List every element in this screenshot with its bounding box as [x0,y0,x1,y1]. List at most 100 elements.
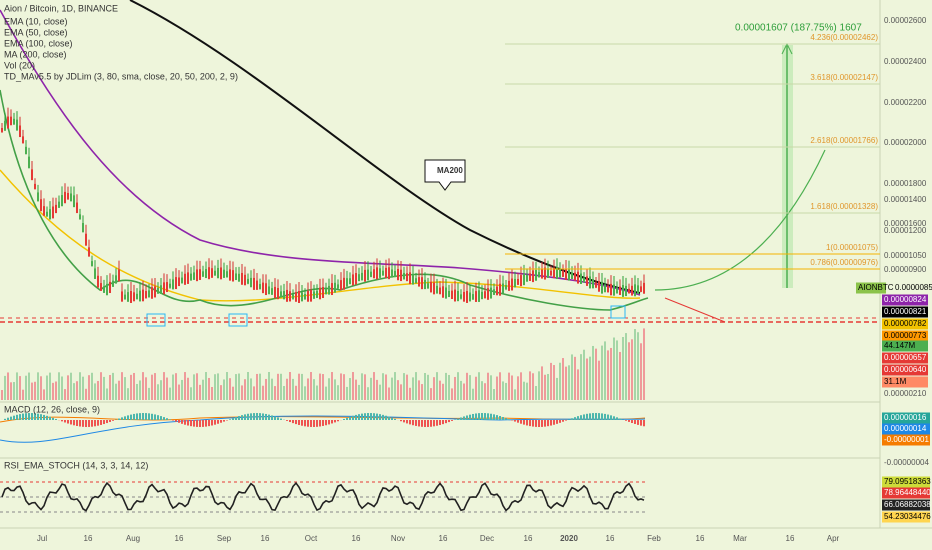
macd-bar [157,415,159,420]
rsi-line [1,481,645,512]
volume-bar [589,356,591,400]
candle [253,277,255,290]
volume-bar [325,386,327,400]
candle [163,282,165,295]
macd-bar [574,417,576,420]
macd-bar [505,418,507,420]
candle [187,272,189,284]
macd-bar [223,420,225,422]
volume-bar [361,373,363,400]
volume-bar [622,337,624,400]
volume-bar [310,372,312,400]
price-tag-box [882,364,928,376]
candle [442,286,444,298]
macd-bar [310,420,312,427]
volume-bar [160,380,162,400]
volume-bar [475,376,477,400]
candle [103,286,105,293]
macd-bar [484,413,486,420]
macd-bar [181,420,183,424]
macd-bar [316,420,318,427]
candle [586,276,588,286]
candle [136,293,138,300]
macd-bar [295,420,297,425]
candle [70,193,72,202]
macd-bar [13,415,15,420]
volume-bar [232,386,234,400]
candle [46,211,48,217]
volume-bar [13,382,15,400]
macd-bar [580,415,582,420]
macd-bar [349,416,351,420]
volume-bar [46,375,48,400]
price-tag-box [882,352,928,364]
macd-bar [388,416,390,420]
candle [298,291,300,303]
macd-bar [178,420,180,423]
price-axis-label: 0.00000210 [884,389,927,398]
candle [28,156,30,169]
time-axis-label: 16 [786,534,795,543]
candle [97,275,99,288]
macd-bar [244,414,246,420]
macd-bar [523,420,525,425]
macd-bar [88,420,90,427]
macd-bar [478,413,480,420]
price-tag: 31.1M [884,377,907,386]
volume-bar [460,380,462,400]
macd-tag-box [882,434,930,446]
macd-bar [73,420,75,426]
volume-bar [478,372,480,400]
macd-bar [286,420,288,421]
volume-bar [616,340,618,400]
macd-bar [217,420,219,424]
macd-bar [313,420,315,427]
macd-bar [358,414,360,420]
macd-bar [355,414,357,420]
candle [25,146,27,155]
candle [499,283,501,296]
volume-bar [619,351,621,400]
volume-bar [631,339,633,400]
macd-bar [31,413,33,420]
candle [643,282,645,294]
macd-bar [328,420,330,425]
macd-bar [562,420,564,422]
volume-bar [541,366,543,400]
candle [106,283,108,296]
candle [352,274,354,286]
candle [112,280,114,287]
volume-bar [19,376,21,400]
macd-bar [154,414,156,420]
volume-bar [133,372,135,400]
volume-bar [229,378,231,400]
macd-bar [376,413,378,420]
rsi-tag: 79.09518363 [884,477,931,486]
macd-bar [193,420,195,427]
volume-bar [70,372,72,400]
macd-bar [229,419,231,420]
macd-bar [370,413,372,420]
time-axis-label: Feb [647,534,661,543]
price-axis-label: 0.00002600 [884,16,927,25]
candle [502,283,504,294]
volume-bar [436,372,438,400]
candle [490,287,492,299]
volume-bar [235,374,237,400]
macd-bar [457,418,459,420]
macd-bar [583,414,585,420]
macd-bar [85,420,87,427]
macd-bar [532,420,534,427]
macd-bar [70,420,72,425]
macd-line [0,415,646,443]
macd-bar [400,420,402,422]
volume-bar [430,388,432,400]
rsi-tag-box [882,499,930,511]
macd-bar [253,413,255,420]
candle [349,278,351,285]
macd-bar [448,420,450,423]
candle [343,277,345,290]
price-tag: 0.00000821 [884,307,927,316]
candle [139,290,141,302]
volume-bar [43,389,45,400]
